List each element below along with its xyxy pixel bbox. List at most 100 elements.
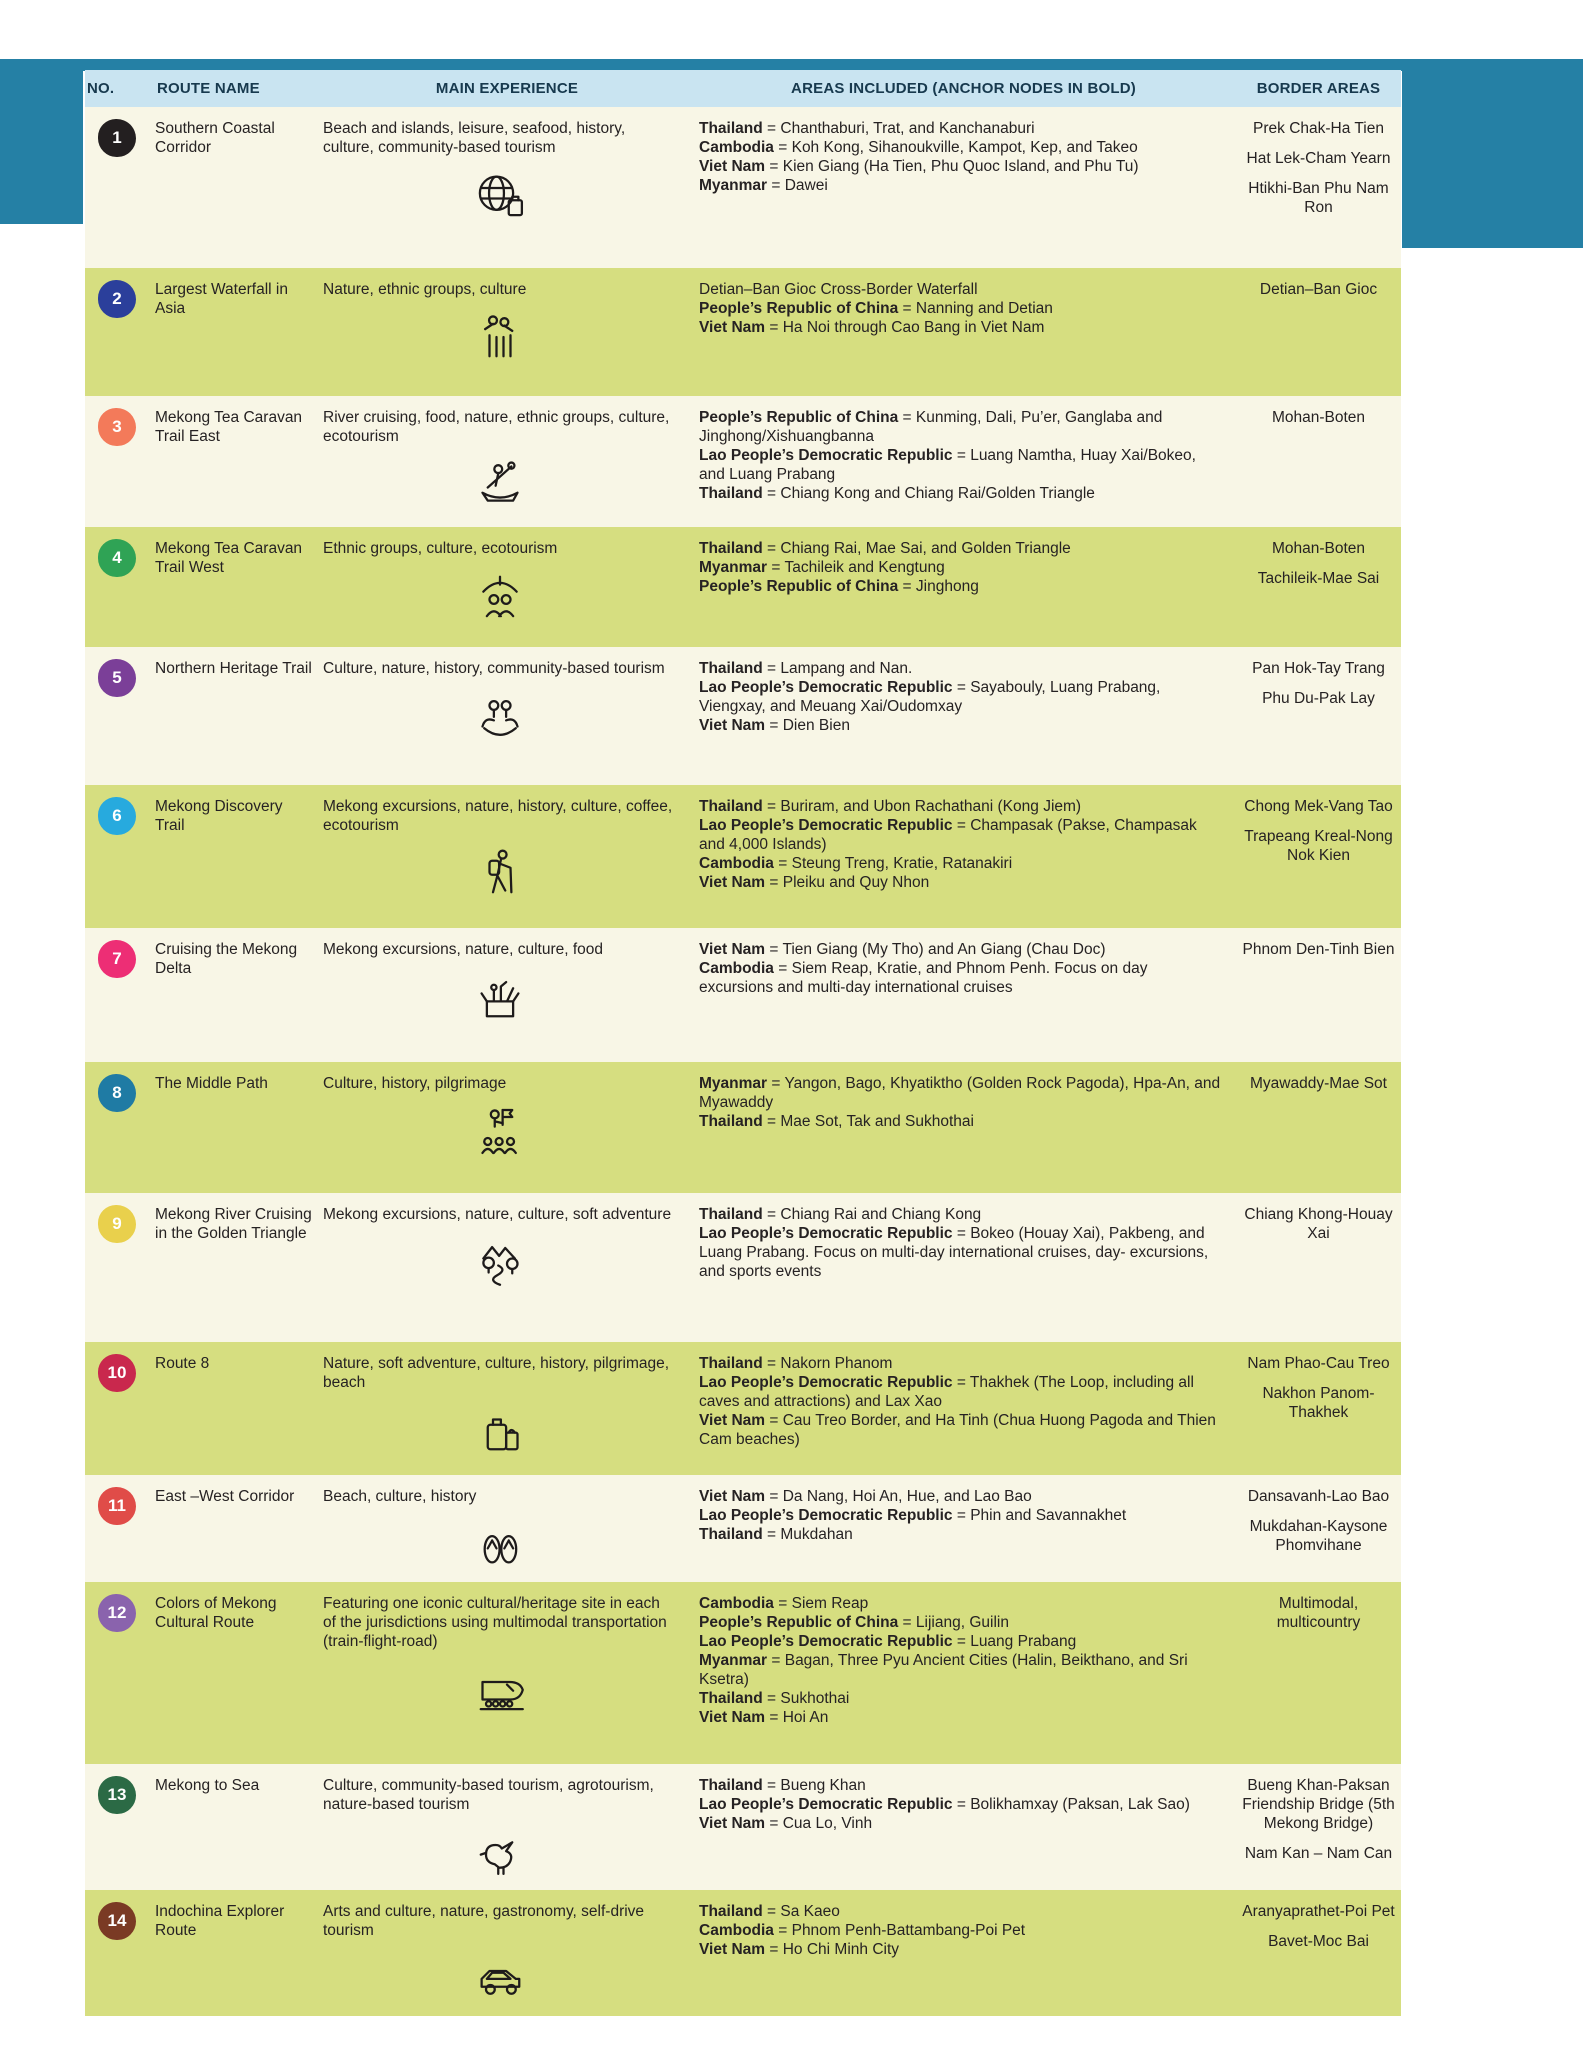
area-line: Lao People’s Democratic Republic = Bolik… bbox=[699, 1796, 1190, 1814]
hiker-icon bbox=[323, 845, 677, 901]
area-line: Viet Nam = Pleiku and Quy Nhon bbox=[699, 874, 930, 892]
area-line: Cambodia = Siem Reap, Kratie, and Phnom … bbox=[699, 960, 1148, 997]
area-line: Cambodia = Phnom Penh-Battambang-Poi Pet bbox=[699, 1922, 1026, 1940]
area-line: Myanmar = Dawei bbox=[699, 177, 828, 195]
teal-accent-band-right bbox=[1402, 59, 1583, 248]
route-number-badge: 8 bbox=[98, 1074, 136, 1112]
route-number-cell: 4 bbox=[85, 527, 155, 647]
route-name: Mekong Tea Caravan Trail West bbox=[155, 540, 303, 577]
area-line: Cambodia = Koh Kong, Sihanoukville, Kamp… bbox=[699, 139, 1138, 157]
bird-icon bbox=[323, 1824, 677, 1880]
area-line: Viet Nam = Hoi An bbox=[699, 1709, 829, 1727]
border-area-item: Pan Hok-Tay Trang bbox=[1252, 660, 1385, 677]
border-areas: Dansavanh-Lao Bao Mukdahan-Kaysone Phomvi… bbox=[1236, 1475, 1401, 1582]
border-area-item: Nam Phao-Cau Treo bbox=[1247, 1355, 1390, 1372]
area-line: Thailand = Lampang and Nan. bbox=[699, 660, 913, 677]
border-areas: Phnom Den-Tinh Bien bbox=[1236, 928, 1401, 1062]
main-experience-cell: Culture, nature, history, community-base… bbox=[323, 647, 691, 785]
route-number-cell: 7 bbox=[85, 928, 155, 1062]
route-number-badge: 11 bbox=[98, 1487, 136, 1525]
route-name: Cruising the Mekong Delta bbox=[155, 941, 298, 978]
areas-included: Thailand = Lampang and Nan. Lao People’s … bbox=[691, 647, 1236, 785]
area-line: Viet Nam = Cau Treo Border, and Ha Tinh … bbox=[699, 1412, 1216, 1449]
waterfall-people-icon bbox=[323, 309, 677, 365]
area-line: People’s Republic of China = Lijiang, Gu… bbox=[699, 1614, 1009, 1632]
main-experience-cell: Mekong excursions, nature, culture, food bbox=[323, 928, 691, 1062]
table-row: 14 Indochina Explorer Route Arts and cul… bbox=[85, 1890, 1401, 2017]
train-icon bbox=[323, 1661, 677, 1717]
area-line: People’s Republic of China = Kunming, Da… bbox=[699, 409, 1163, 446]
route-number-cell: 13 bbox=[85, 1764, 155, 1890]
border-areas: Chong Mek-Vang Tao Trapeang Kreal-Nong No… bbox=[1236, 785, 1401, 928]
main-experience-cell: Beach and islands, leisure, seafood, his… bbox=[323, 107, 691, 268]
border-area-item: Phnom Den-Tinh Bien bbox=[1242, 941, 1395, 958]
areas-included: Thailand = Nakorn Phanom Lao People’s Dem… bbox=[691, 1342, 1236, 1475]
experience-text: Culture, community-based tourism, agroto… bbox=[323, 1777, 654, 1814]
areas-included: Viet Nam = Da Nang, Hoi An, Hue, and Lao… bbox=[691, 1475, 1236, 1582]
route-number-badge: 1 bbox=[98, 119, 136, 157]
table-row: 3 Mekong Tea Caravan Trail East River cr… bbox=[85, 396, 1401, 527]
border-areas: Multimodal, multicountry bbox=[1236, 1582, 1401, 1764]
table-row: 6 Mekong Discovery Trail Mekong excursio… bbox=[85, 785, 1401, 928]
area-line: Thailand = Mae Sot, Tak and Sukhothai bbox=[699, 1113, 974, 1131]
border-area-item: Multimodal, multicountry bbox=[1276, 1595, 1361, 1632]
route-number-badge: 5 bbox=[98, 659, 136, 697]
border-area-item: Trapeang Kreal-Nong Nok Kien bbox=[1244, 828, 1393, 865]
route-name: Mekong River Cruising in the Golden Tria… bbox=[155, 1206, 312, 1243]
experience-text: Ethnic groups, culture, ecotourism bbox=[323, 540, 558, 557]
area-line: Lao People’s Democratic Republic = Sayab… bbox=[699, 679, 1161, 716]
main-experience-cell: Culture, history, pilgrimage bbox=[323, 1062, 691, 1193]
table-row: 4 Mekong Tea Caravan Trail West Ethnic g… bbox=[85, 527, 1401, 647]
table-row: 1 Southern Coastal Corridor Beach and is… bbox=[85, 107, 1401, 268]
main-experience-cell: Arts and culture, nature, gastronomy, se… bbox=[323, 1890, 691, 2016]
umbrella-people-icon bbox=[323, 568, 677, 624]
table-row: 8 The Middle Path Culture, history, pilg… bbox=[85, 1062, 1401, 1193]
table-row: 5 Northern Heritage Trail Culture, natur… bbox=[85, 647, 1401, 785]
experience-text: Nature, ethnic groups, culture bbox=[323, 281, 527, 298]
border-area-item: Myawaddy-Mae Sot bbox=[1250, 1075, 1387, 1092]
river-mountains-icon bbox=[323, 1234, 677, 1290]
column-header-main-experience: MAIN EXPERIENCE bbox=[435, 80, 579, 97]
border-area-item: Aranyaprathet-Poi Pet bbox=[1242, 1903, 1395, 1921]
route-number-badge: 3 bbox=[98, 408, 136, 446]
border-area-item: Chong Mek-Vang Tao bbox=[1244, 798, 1393, 815]
main-experience-cell: Mekong excursions, nature, history, cult… bbox=[323, 785, 691, 928]
column-header-border-areas: BORDER AREAS bbox=[1256, 80, 1381, 97]
area-line: Viet Nam = Dien Bien bbox=[699, 717, 850, 735]
border-area-item: Chiang Khong-Houay Xai bbox=[1244, 1206, 1393, 1243]
area-line: Viet Nam = Cua Lo, Vinh bbox=[699, 1815, 873, 1833]
areas-included: Myanmar = Yangon, Bago, Khyatiktho (Gold… bbox=[691, 1062, 1236, 1193]
area-line: Thailand = Sa Kaeo bbox=[699, 1903, 840, 1921]
area-line: Viet Nam = Tien Giang (My Tho) and An Gi… bbox=[699, 941, 1106, 958]
area-line: Thailand = Chiang Rai, Mae Sai, and Gold… bbox=[699, 540, 1071, 557]
table-row: 11 East –West Corridor Beach, culture, h… bbox=[85, 1475, 1401, 1583]
area-line: Cambodia = Steung Treng, Kratie, Ratanak… bbox=[699, 855, 1013, 873]
area-line: Detian–Ban Gioc Cross-Border Waterfall bbox=[699, 281, 978, 298]
border-area-item: Tachileik-Mae Sai bbox=[1257, 570, 1380, 588]
route-number-badge: 6 bbox=[98, 797, 136, 835]
area-line: Cambodia = Siem Reap bbox=[699, 1595, 869, 1613]
route-name: Mekong Tea Caravan Trail East bbox=[155, 409, 303, 446]
experience-text: Arts and culture, nature, gastronomy, se… bbox=[323, 1903, 645, 1940]
areas-included: Cambodia = Siem Reap People’s Republic of… bbox=[691, 1582, 1236, 1764]
guide-group-icon bbox=[323, 1103, 677, 1159]
area-line: Lao People’s Democratic Republic = Luang… bbox=[699, 1633, 1077, 1651]
border-area-item: Bueng Khan-Paksan Friendship Bridge (5th… bbox=[1242, 1777, 1395, 1833]
route-name: The Middle Path bbox=[155, 1075, 268, 1092]
column-header-route-name: ROUTE NAME bbox=[157, 80, 260, 97]
main-experience-cell: Nature, soft adventure, culture, history… bbox=[323, 1342, 691, 1475]
routes-table: NO. ROUTE NAME MAIN EXPERIENCE AREAS INC… bbox=[85, 70, 1401, 2017]
route-name: Mekong Discovery Trail bbox=[155, 798, 283, 835]
area-line: Viet Nam = Ha Noi through Cao Bang in Vi… bbox=[699, 319, 1045, 337]
border-area-item: Phu Du-Pak Lay bbox=[1262, 690, 1375, 708]
area-line: People’s Republic of China = Nanning and… bbox=[699, 300, 1053, 318]
experience-text: Nature, soft adventure, culture, history… bbox=[323, 1355, 670, 1392]
route-name: Southern Coastal Corridor bbox=[155, 120, 275, 157]
border-areas: Nam Phao-Cau Treo Nakhon Panom-Thakhek bbox=[1236, 1342, 1401, 1475]
route-number-cell: 5 bbox=[85, 647, 155, 785]
luggage-icon bbox=[323, 1402, 677, 1458]
teal-accent-band-top bbox=[0, 59, 1583, 71]
route-name: Mekong to Sea bbox=[155, 1777, 260, 1795]
teal-accent-band-left bbox=[0, 59, 83, 224]
canoe-paddler-icon bbox=[323, 456, 677, 512]
